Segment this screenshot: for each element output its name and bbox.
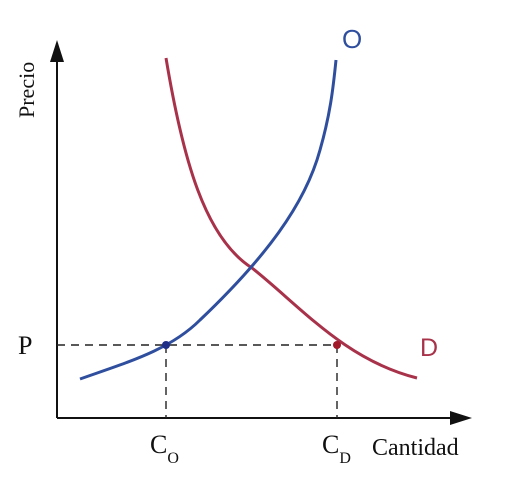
supply-curve-label: O: [342, 24, 362, 54]
supply-quantity-subscript: O: [167, 450, 179, 467]
supply-point: [162, 341, 170, 349]
x-axis-label: Cantidad: [372, 435, 459, 461]
demand-quantity-subscript: D: [339, 450, 351, 467]
x-axis-arrowhead: [450, 411, 472, 425]
demand-quantity-letter: C: [322, 430, 339, 459]
demand-point: [333, 341, 341, 349]
y-axis-arrowhead: [50, 40, 64, 62]
y-axis-label: Precio: [14, 62, 39, 118]
supply-quantity-label: CO: [150, 430, 179, 467]
supply-quantity-letter: C: [150, 430, 167, 459]
price-label: P: [18, 331, 32, 360]
demand-curve: [164, 57, 418, 380]
demand-quantity-label: CD: [322, 430, 351, 467]
demand-curve-label: D: [420, 334, 438, 362]
supply-curve: [79, 59, 338, 381]
